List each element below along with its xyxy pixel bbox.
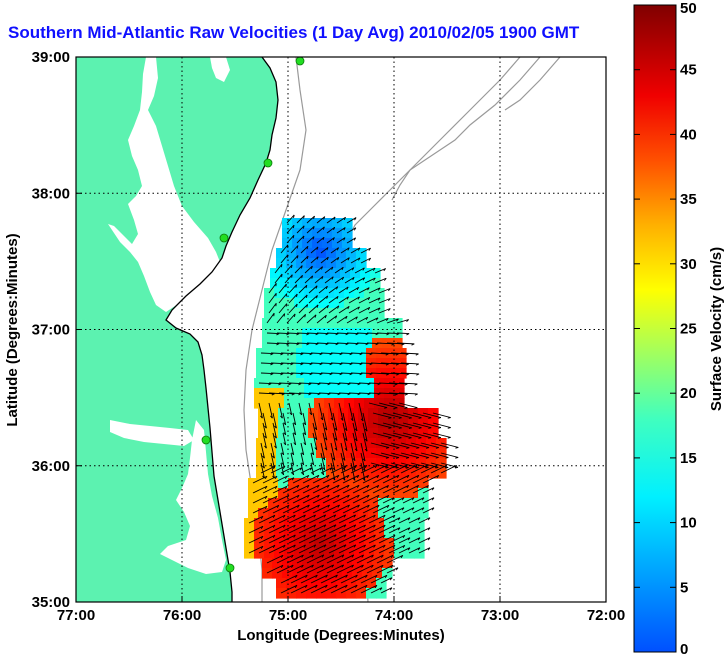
colorbar-tick-label: 0 (680, 641, 688, 658)
colorbar-label: Surface Velocity (cm/s) (708, 247, 724, 411)
colorbar-scale (633, 4, 677, 653)
x-tick-label: 75:00 (269, 607, 307, 624)
x-tick-label: 72:00 (587, 607, 625, 624)
colorbar-tick-label: 50 (680, 0, 697, 17)
colorbar-tick-label: 10 (680, 515, 697, 532)
pamlico-sound (160, 420, 226, 574)
x-tick-label: 73:00 (481, 607, 519, 624)
albemarle-sound (110, 420, 194, 446)
colorbar-tick-label: 5 (680, 579, 688, 596)
y-tick-label: 36:00 (32, 458, 70, 475)
coastline (165, 57, 279, 602)
y-tick-label: 35:00 (32, 594, 70, 611)
colorbar-tick-label: 45 (680, 62, 697, 79)
colorbar-tick-label: 40 (680, 126, 697, 143)
colorbar-tick-label: 35 (680, 191, 697, 208)
colorbar-tick-label: 15 (680, 450, 697, 467)
x-axis-label: Longitude (Degrees:Minutes) (237, 627, 445, 644)
y-axis-label: Latitude (Degrees:Minutes) (4, 233, 21, 426)
colorbar-tick-label: 20 (680, 385, 697, 402)
y-tick-label: 37:00 (32, 322, 70, 339)
map-title: Southern Mid-Atlantic Raw Velocities (1 … (8, 23, 580, 42)
colorbar-tick-label: 25 (680, 321, 697, 338)
delaware-bay (210, 57, 230, 82)
x-tick-label: 76:00 (163, 607, 201, 624)
y-tick-label: 38:00 (32, 185, 70, 202)
x-tick-label: 74:00 (375, 607, 413, 624)
chesapeake-bay (108, 57, 220, 312)
hf-radar-stations (201, 57, 305, 573)
colorbar-tick-label: 30 (680, 256, 697, 273)
velocity-vectors (248, 214, 459, 594)
x-axis-ticks: 77:00 76:00 75:00 74:00 73:00 72:00 (57, 596, 625, 624)
x-tick-label: 77:00 (57, 607, 95, 624)
coordinate-grid (76, 57, 606, 602)
y-tick-label: 39:00 (32, 49, 70, 66)
y-axis-ticks: 39:00 38:00 37:00 36:00 35:00 (32, 49, 82, 611)
